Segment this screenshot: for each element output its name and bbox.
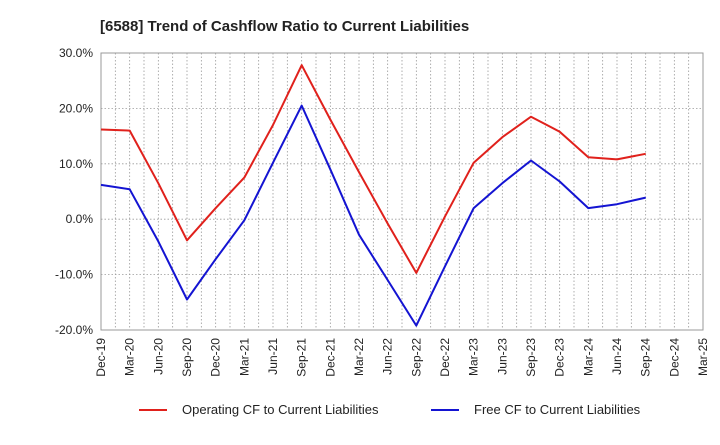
x-tick-label: Jun-20 xyxy=(151,338,165,375)
x-tick-label: Mar-25 xyxy=(696,338,710,376)
x-tick-label: Dec-21 xyxy=(323,338,337,377)
x-tick-label: Sep-23 xyxy=(524,338,538,377)
grid xyxy=(100,52,704,331)
series-line-1 xyxy=(100,64,646,274)
x-tick-label: Jun-21 xyxy=(266,338,280,375)
x-tick-label: Sep-21 xyxy=(295,338,309,377)
x-axis: Dec-19 Mar-20 Jun-20 Sep-20 Dec-20 Mar-21 Jun-… xyxy=(94,338,710,377)
x-tick-label: Mar-24 xyxy=(581,338,595,376)
x-tick-label: Mar-23 xyxy=(467,338,481,376)
y-tick-label: 0.0% xyxy=(66,212,94,226)
x-tick-label: Mar-20 xyxy=(123,338,137,376)
y-tick-label: -10.0% xyxy=(55,268,93,282)
x-tick-label: Jun-23 xyxy=(495,338,509,375)
x-tick-label: Sep-20 xyxy=(180,338,194,377)
x-tick-label: Sep-22 xyxy=(409,338,423,377)
x-tick-label: Sep-24 xyxy=(639,338,653,377)
x-tick-label: Jun-24 xyxy=(610,338,624,375)
x-tick-label: Dec-23 xyxy=(553,338,567,377)
legend: Operating CF to Current Liabilities Free … xyxy=(139,402,641,417)
chart-title: [6588] Trend of Cashflow Ratio to Curren… xyxy=(100,18,469,35)
x-tick-label: Mar-21 xyxy=(237,338,251,376)
x-tick-label: Jun-22 xyxy=(381,338,395,375)
y-tick-label: -20.0% xyxy=(55,323,93,337)
x-tick-label: Dec-22 xyxy=(438,338,452,377)
plot-area xyxy=(100,52,704,331)
y-axis: -20.0% -10.0% 0.0% 10.0% 20.0% 30.0% xyxy=(55,46,93,337)
series-line-2 xyxy=(100,104,646,327)
series-lines xyxy=(100,64,646,327)
y-tick-label: 10.0% xyxy=(59,157,93,171)
legend-label-2: Free CF to Current Liabilities xyxy=(474,402,641,417)
x-tick-label: Dec-20 xyxy=(209,338,223,377)
legend-label-1: Operating CF to Current Liabilities xyxy=(182,402,379,417)
y-tick-label: 20.0% xyxy=(59,101,93,115)
y-tick-label: 30.0% xyxy=(59,46,93,60)
x-tick-label: Mar-22 xyxy=(352,338,366,376)
x-tick-label: Dec-24 xyxy=(667,338,681,377)
x-tick-label: Dec-19 xyxy=(94,338,108,377)
